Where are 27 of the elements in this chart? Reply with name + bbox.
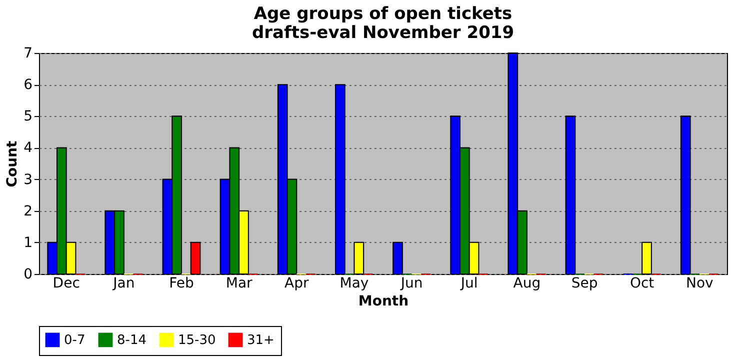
chart-title: Age groups of open tickets drafts-eval November 2019 bbox=[252, 4, 514, 43]
x-axis-title: Month bbox=[358, 294, 409, 310]
x-tick-label: Apr bbox=[284, 276, 309, 292]
y-axis-title: Count bbox=[4, 140, 21, 188]
y-tick-label: 3 bbox=[24, 172, 32, 188]
y-tick-label: 1 bbox=[24, 234, 32, 251]
x-tick-label: Oct bbox=[630, 276, 655, 292]
x-tick-label: Jun bbox=[400, 276, 423, 292]
x-tick-label: Mar bbox=[226, 276, 253, 292]
y-tick-label: 5 bbox=[24, 108, 32, 125]
legend-label: 0-7 bbox=[64, 332, 86, 348]
x-tick-label: Aug bbox=[513, 276, 541, 292]
y-tick-label: 4 bbox=[24, 140, 33, 156]
y-tick-label: 6 bbox=[24, 77, 33, 94]
x-tick-label: Feb bbox=[169, 276, 194, 292]
x-tick-label: Jan bbox=[112, 276, 135, 292]
x-tick-label: May bbox=[340, 276, 369, 292]
y-tick-label: 7 bbox=[24, 46, 32, 62]
y-tick-label: 2 bbox=[24, 203, 32, 220]
legend-label: 15-30 bbox=[178, 332, 216, 348]
x-tick-label: Jul bbox=[460, 276, 478, 292]
y-tick-label: 0 bbox=[24, 266, 32, 282]
legend-label: 8-14 bbox=[117, 332, 147, 348]
x-tick-label: Sep bbox=[571, 276, 598, 292]
x-tick-label: Dec bbox=[52, 276, 80, 292]
legend-label: 31+ bbox=[247, 332, 274, 348]
x-tick-label: Nov bbox=[686, 276, 714, 292]
